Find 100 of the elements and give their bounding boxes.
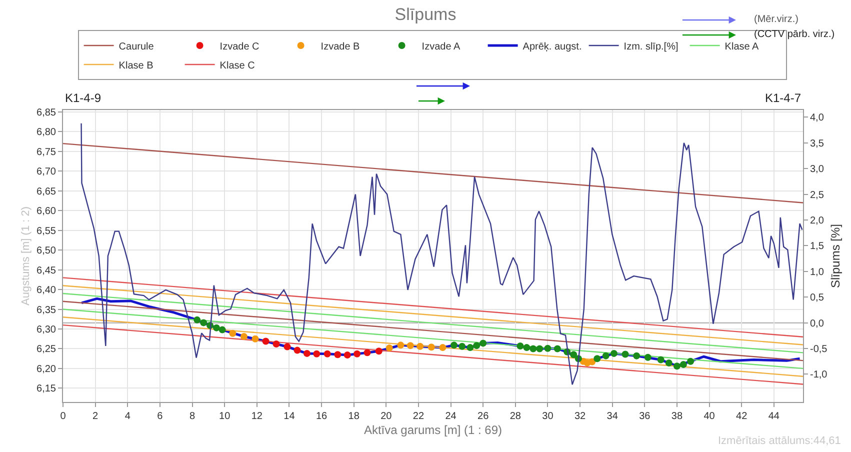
point xyxy=(687,358,694,365)
point xyxy=(665,359,672,366)
text: K1-4-9 xyxy=(65,91,102,105)
x-tick-label: 20 xyxy=(380,411,392,422)
x-tick-label: 0 xyxy=(60,411,66,422)
point xyxy=(194,316,201,324)
x-tick-label: 18 xyxy=(348,411,360,422)
y2-tick-label: -0,5 xyxy=(810,344,828,356)
point xyxy=(324,350,331,358)
point xyxy=(588,358,596,366)
legend-label: Klase A xyxy=(724,41,760,52)
point xyxy=(544,344,552,352)
x-tick-label: 16 xyxy=(316,411,328,422)
y-tick-label: 6,40 xyxy=(36,285,56,296)
x-tick-label: 28 xyxy=(510,411,522,422)
y2-tick-label: 3,5 xyxy=(810,138,824,150)
point xyxy=(364,349,371,356)
y-tick-label: 6,35 xyxy=(36,304,56,316)
point xyxy=(523,344,530,352)
y-tick-label: 6,20 xyxy=(36,364,56,375)
point xyxy=(303,350,310,357)
x-tick-label: 44 xyxy=(768,411,780,422)
y-tick-label: 6,30 xyxy=(36,324,56,336)
point xyxy=(450,342,458,349)
point xyxy=(466,344,474,352)
y-tick-label: 6,55 xyxy=(36,226,56,237)
y2-tick-label: -1,0 xyxy=(810,370,828,381)
x-tick-label: 2 xyxy=(92,411,99,422)
point xyxy=(439,344,446,352)
line-series xyxy=(80,122,803,386)
legend-label: Klase C xyxy=(220,60,255,72)
y-tick-label: 6,70 xyxy=(36,166,56,178)
legend-label: Izm. slīp.[%] xyxy=(624,41,678,52)
y2-tick-label: 2,5 xyxy=(810,190,824,201)
y-tick-label: 6,60 xyxy=(36,206,56,218)
point xyxy=(536,345,544,352)
point xyxy=(284,343,291,350)
y-tick-label: 6,50 xyxy=(36,246,56,257)
x-tick-label: 4 xyxy=(124,411,131,422)
point xyxy=(240,333,248,340)
y2-tick-label: 1,0 xyxy=(810,266,824,278)
y-tick-label: 6,80 xyxy=(36,127,56,138)
point xyxy=(644,354,652,361)
y-tick-label: 6,15 xyxy=(36,384,56,395)
point xyxy=(570,351,578,358)
y2-tick-label: 2,0 xyxy=(810,216,824,227)
point xyxy=(622,350,629,358)
x-tick-label: 6 xyxy=(157,411,164,422)
point xyxy=(530,345,537,352)
point xyxy=(313,350,320,358)
y-axis-title: Augstums [m] (1 : 2) xyxy=(20,206,32,306)
point xyxy=(262,338,270,345)
x-tick-label: 14 xyxy=(284,411,296,422)
point xyxy=(406,342,414,350)
point xyxy=(218,326,226,334)
chart-title: Slīpums xyxy=(394,4,456,24)
point xyxy=(272,340,280,348)
x-tick-label: 22 xyxy=(412,411,424,422)
point xyxy=(657,356,664,364)
point xyxy=(473,342,480,350)
legend-label: Caurule xyxy=(118,41,154,52)
point xyxy=(480,340,487,347)
point xyxy=(294,346,301,354)
x-tick-label: 40 xyxy=(704,411,716,422)
x-tick-label: 32 xyxy=(574,411,586,422)
point xyxy=(673,362,680,370)
y2-tick-label: 0,5 xyxy=(810,292,824,304)
point xyxy=(344,352,351,359)
y-tick-label: 6,75 xyxy=(36,146,56,158)
y2-tick-label: 3,0 xyxy=(810,164,824,176)
point xyxy=(229,330,236,337)
point xyxy=(602,352,610,360)
point xyxy=(334,351,342,358)
point xyxy=(397,342,404,349)
point xyxy=(610,350,618,357)
x-tick-label: 24 xyxy=(445,411,457,422)
point xyxy=(554,345,561,352)
y-tick-label: 6,85 xyxy=(36,107,56,118)
x-tick-label: 10 xyxy=(219,411,231,422)
text: (Mēr.virz.) xyxy=(754,14,798,25)
legend-label: Izvade A xyxy=(422,41,460,52)
y-tick-label: 6,25 xyxy=(36,344,56,356)
point xyxy=(680,361,687,368)
point xyxy=(428,344,435,351)
point xyxy=(375,348,382,355)
x-tick-label: 12 xyxy=(251,411,263,422)
point xyxy=(354,350,361,358)
x-tick-label: 38 xyxy=(671,411,683,422)
y-tick-label: 6,45 xyxy=(36,265,56,276)
point xyxy=(633,352,640,360)
x-tick-label: 26 xyxy=(478,411,490,422)
y2-tick-label: 0,0 xyxy=(810,318,824,330)
point xyxy=(386,344,393,352)
x-tick-label: 8 xyxy=(189,411,196,422)
y-tick-label: 6,65 xyxy=(36,186,56,198)
point xyxy=(200,319,208,326)
text: K1-4-7 xyxy=(765,91,802,105)
y2-tick-label: 4,0 xyxy=(810,112,824,124)
y2-axis-title: Slīpums [%] xyxy=(828,224,843,288)
point xyxy=(516,342,524,350)
